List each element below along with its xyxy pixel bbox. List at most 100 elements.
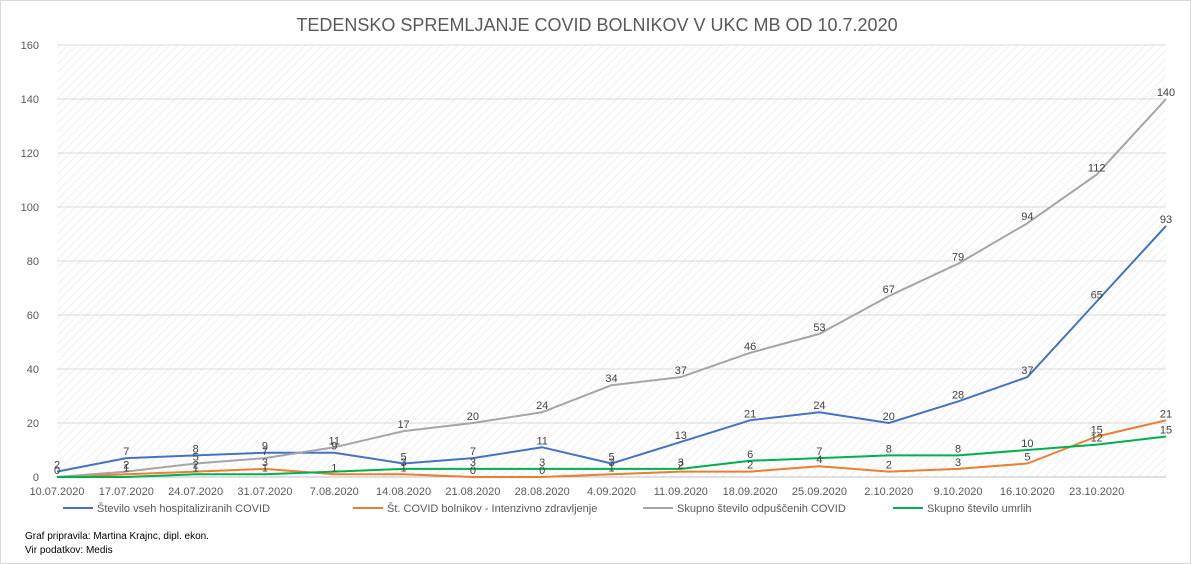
- series-line-3: [56, 98, 1167, 478]
- data-label-s2: 2: [886, 460, 892, 472]
- series-lines: [56, 98, 1167, 478]
- data-label-s3: 53: [813, 322, 825, 334]
- data-label-s1: 8: [193, 443, 199, 455]
- data-label-s3: 46: [744, 341, 756, 353]
- y-axis: 0 20 40 60 80 100 120 140 160: [21, 40, 39, 484]
- x-tick-label: 28.08.2020: [515, 486, 570, 498]
- data-label-s3: 94: [1021, 211, 1033, 223]
- data-label-s4: 8: [886, 443, 892, 455]
- data-label-s2: 0: [470, 465, 476, 477]
- data-label-s2: 2: [747, 460, 753, 472]
- data-label-s4: 8: [955, 443, 961, 455]
- data-label-s4: 10: [1021, 438, 1033, 450]
- data-label-s4: 3: [470, 457, 476, 469]
- data-label-s2: 1: [331, 462, 337, 474]
- data-label-s3: 67: [883, 284, 895, 296]
- x-tick-label: 18.09.2020: [723, 486, 778, 498]
- data-label-s3: 2: [123, 460, 129, 472]
- legend-label-4: Skupno število umrlih: [927, 503, 1032, 515]
- data-label-s2: 5: [1024, 452, 1030, 464]
- data-label-s4: 7: [816, 446, 822, 458]
- credit-prepared-by: Graf pripravila: Martina Krajnc, dipl. e…: [25, 531, 209, 542]
- x-tick-label: 7.08.2020: [310, 486, 359, 498]
- x-tick-label: 24.07.2020: [168, 486, 223, 498]
- data-label-s2: 2: [193, 460, 199, 472]
- legend-label-3: Skupno število odpuščenih COVID: [677, 503, 846, 515]
- data-label-s4: 1: [262, 462, 268, 474]
- data-label-s2: 4: [816, 454, 822, 466]
- x-axis: 10.07.2020 17.07.2020 24.07.2020 31.07.2020…: [29, 476, 1166, 498]
- legend: Število vseh hospitaliziranih COVID Št. C…: [63, 502, 1032, 515]
- data-label-s4: 3: [401, 457, 407, 469]
- data-label-s3: 34: [605, 373, 617, 385]
- series-line-1: [56, 225, 1167, 473]
- data-label-s1: 20: [883, 411, 895, 423]
- data-label-s4: 6: [747, 449, 753, 461]
- data-label-s2: 1: [608, 462, 614, 474]
- y-tick-label: 140: [21, 94, 39, 106]
- y-tick-label: 40: [27, 364, 39, 376]
- data-label-s4: 15: [1160, 425, 1172, 437]
- data-label-s1: 7: [470, 446, 476, 458]
- data-label-s3: 24: [536, 400, 548, 412]
- data-label-s2: 21: [1160, 408, 1172, 420]
- chart-title: TEDENSKO SPREMLJANJE COVID BOLNIKOV V UK…: [296, 15, 897, 35]
- data-label-s1: 13: [675, 430, 687, 442]
- x-tick-label: 2.10.2020: [864, 486, 913, 498]
- data-label-s2: 1: [401, 462, 407, 474]
- data-label-s1: 7: [123, 446, 129, 458]
- data-label-s1: 5: [608, 452, 614, 464]
- y-tick-label: 80: [27, 256, 39, 268]
- line-chart: TEDENSKO SPREMLJANJE COVID BOLNIKOV V UK…: [21, 15, 1176, 515]
- data-label-s2: 3: [262, 457, 268, 469]
- y-tick-label: 60: [27, 310, 39, 322]
- x-tick-label: 23.10.2020: [1069, 486, 1124, 498]
- data-label-s3: 37: [675, 365, 687, 377]
- data-label-s3: 79: [952, 252, 964, 264]
- data-label-s1: 37: [1021, 365, 1033, 377]
- x-tick-label: 17.07.2020: [99, 486, 154, 498]
- data-label-s3: 11: [329, 435, 340, 447]
- data-label-s2: 2: [678, 460, 684, 472]
- x-tick-label: 21.08.2020: [445, 486, 500, 498]
- data-label-s1: 5: [401, 452, 407, 464]
- data-label-s1: 24: [813, 400, 825, 412]
- data-label-s1: 28: [952, 389, 964, 401]
- data-label-s2: 0: [539, 465, 545, 477]
- x-tick-label: 25.09.2020: [792, 486, 847, 498]
- x-tick-label: 31.07.2020: [237, 486, 292, 498]
- data-label-s1: 65: [1091, 290, 1103, 302]
- credit-data-source: Vir podatkov: Medis: [25, 545, 113, 556]
- data-label-s1: 21: [744, 408, 756, 420]
- series-line-2: [56, 419, 1167, 478]
- x-tick-label: 10.07.2020: [29, 486, 84, 498]
- data-label-s3: 7: [262, 446, 268, 458]
- data-label-s4: 3: [678, 457, 684, 469]
- y-tick-label: 120: [21, 148, 39, 160]
- x-tick-label: 11.09.2020: [654, 486, 708, 498]
- x-tick-label: 4.09.2020: [587, 486, 636, 498]
- data-label-s3: 17: [397, 419, 409, 431]
- data-label-s1: 9: [331, 441, 337, 453]
- data-label-s3: 5: [193, 452, 199, 464]
- x-tick-label: 16.10.2020: [1000, 486, 1055, 498]
- data-label-s1: 93: [1160, 214, 1172, 226]
- data-label-s2: 15: [1091, 425, 1103, 437]
- y-tick-label: 100: [21, 202, 39, 214]
- data-label-s2: 3: [955, 457, 961, 469]
- data-label-s4: 12: [1091, 433, 1103, 445]
- data-label-s1: 2: [54, 460, 60, 472]
- legend-label-2: Št. COVID bolnikov - Intenzivno zdravlje…: [387, 502, 597, 515]
- data-label-s3: 20: [467, 411, 479, 423]
- data-label-s3: 140: [1157, 87, 1175, 99]
- x-tick-label: 14.08.2020: [376, 486, 431, 498]
- data-label-s1: 9: [262, 441, 268, 453]
- y-tick-label: 20: [27, 418, 39, 430]
- series-line-4: [57, 435, 1167, 478]
- data-label-s4: 1: [193, 462, 199, 474]
- data-label-s3: 112: [1088, 163, 1106, 175]
- data-label-s4: 0: [54, 465, 60, 477]
- data-label-s4: 3: [539, 457, 545, 469]
